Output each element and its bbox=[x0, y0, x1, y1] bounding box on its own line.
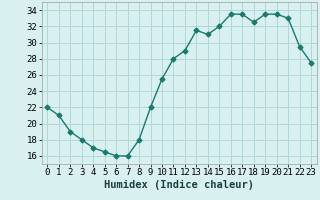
X-axis label: Humidex (Indice chaleur): Humidex (Indice chaleur) bbox=[104, 180, 254, 190]
